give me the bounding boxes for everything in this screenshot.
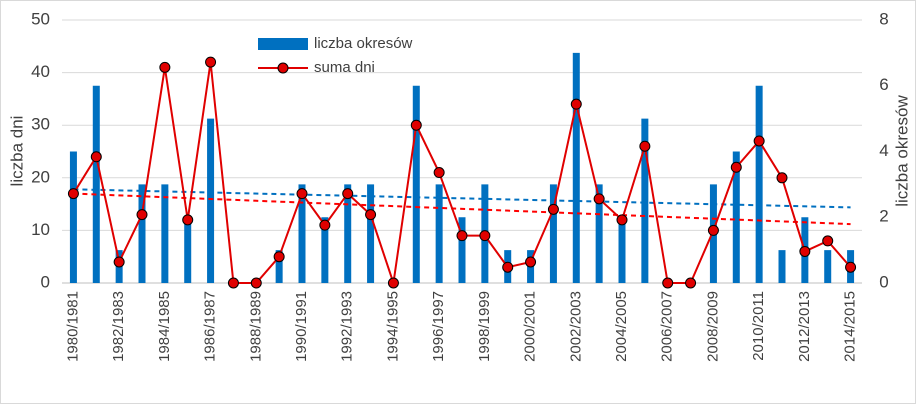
x-tick-label: 2002/2003 bbox=[567, 291, 584, 362]
bar bbox=[161, 184, 169, 283]
bar bbox=[732, 151, 740, 283]
marker bbox=[570, 98, 582, 110]
legend-label: suma dni bbox=[314, 59, 375, 76]
bar bbox=[572, 52, 580, 283]
x-tick-label: 2010/2011 bbox=[750, 291, 767, 361]
marker bbox=[90, 151, 102, 163]
x-tick-label: 1988/1989 bbox=[247, 291, 264, 362]
marker bbox=[227, 277, 239, 289]
bar bbox=[435, 184, 443, 283]
trend-line bbox=[73, 192, 851, 226]
bar bbox=[458, 217, 466, 283]
marker bbox=[456, 230, 468, 242]
marker bbox=[616, 214, 628, 226]
marker bbox=[250, 277, 262, 289]
marker bbox=[525, 256, 537, 268]
bar bbox=[595, 184, 603, 283]
bar bbox=[618, 217, 626, 283]
marker bbox=[639, 140, 651, 152]
bar bbox=[92, 85, 100, 283]
marker bbox=[67, 188, 79, 200]
marker bbox=[296, 188, 308, 200]
marker bbox=[593, 193, 605, 205]
x-tick-label: 2000/2001 bbox=[522, 291, 539, 362]
x-tick-label: 1986/1987 bbox=[202, 291, 219, 362]
marker bbox=[822, 235, 834, 247]
legend-swatch bbox=[277, 62, 289, 74]
y-axis-title: liczba dni bbox=[7, 116, 26, 187]
x-tick-label: 2014/2015 bbox=[842, 291, 859, 362]
trend-line bbox=[73, 188, 851, 209]
x-tick-label: 1996/1997 bbox=[430, 291, 447, 362]
x-tick-label: 2012/2013 bbox=[796, 291, 813, 362]
bar bbox=[207, 118, 215, 283]
y2-axis-title: liczba okresów bbox=[892, 95, 911, 207]
marker bbox=[707, 224, 719, 236]
y-tick-label: 10 bbox=[31, 220, 50, 239]
y2-tick-label: 8 bbox=[879, 9, 888, 28]
marker bbox=[662, 277, 674, 289]
marker bbox=[342, 188, 354, 200]
x-tick-label: 1982/1983 bbox=[110, 291, 127, 362]
y2-tick-label: 4 bbox=[879, 141, 888, 160]
marker bbox=[776, 172, 788, 184]
marker bbox=[799, 245, 811, 257]
y-tick-label: 0 bbox=[41, 272, 50, 291]
x-tick-label: 2008/2009 bbox=[704, 291, 721, 362]
bar bbox=[321, 217, 329, 283]
marker bbox=[547, 203, 559, 215]
bar bbox=[755, 85, 763, 283]
bar bbox=[298, 184, 306, 283]
marker bbox=[479, 230, 491, 242]
marker bbox=[730, 161, 742, 173]
bar bbox=[824, 250, 832, 283]
bar bbox=[641, 118, 649, 283]
bar bbox=[344, 184, 352, 283]
marker bbox=[113, 256, 125, 268]
marker bbox=[685, 277, 697, 289]
bar bbox=[778, 250, 786, 283]
marker bbox=[182, 214, 194, 226]
legend-swatch bbox=[258, 38, 308, 50]
marker bbox=[136, 209, 148, 221]
marker bbox=[410, 119, 422, 131]
bar bbox=[367, 184, 375, 283]
bar bbox=[412, 85, 420, 283]
marker bbox=[205, 56, 217, 68]
marker bbox=[319, 219, 331, 231]
y-tick-label: 30 bbox=[31, 115, 50, 134]
bar bbox=[69, 151, 77, 283]
marker bbox=[159, 61, 171, 73]
bar bbox=[549, 184, 557, 283]
marker bbox=[387, 277, 399, 289]
y-tick-label: 40 bbox=[31, 62, 50, 81]
marker bbox=[273, 251, 285, 263]
y-tick-label: 50 bbox=[31, 9, 50, 28]
x-tick-label: 1990/1991 bbox=[293, 291, 310, 362]
y2-tick-label: 0 bbox=[879, 272, 888, 291]
x-tick-label: 1992/1993 bbox=[339, 291, 356, 362]
marker bbox=[753, 135, 765, 147]
y-tick-label: 20 bbox=[31, 167, 50, 186]
x-tick-label: 1998/1999 bbox=[476, 291, 493, 362]
marker bbox=[502, 261, 514, 273]
bar bbox=[275, 250, 283, 283]
marker bbox=[365, 209, 377, 221]
x-tick-label: 2004/2005 bbox=[613, 291, 630, 362]
marker bbox=[433, 167, 445, 179]
y2-tick-label: 2 bbox=[879, 207, 888, 226]
x-tick-label: 2006/2007 bbox=[659, 291, 676, 362]
bar bbox=[184, 217, 192, 283]
x-tick-label: 1994/1995 bbox=[384, 291, 401, 362]
legend-label: liczba okresów bbox=[314, 35, 413, 52]
y2-tick-label: 6 bbox=[879, 75, 888, 94]
bar bbox=[138, 184, 146, 283]
marker bbox=[845, 261, 857, 273]
x-tick-label: 1980/1981 bbox=[64, 291, 81, 362]
x-tick-label: 1984/1985 bbox=[156, 291, 173, 362]
